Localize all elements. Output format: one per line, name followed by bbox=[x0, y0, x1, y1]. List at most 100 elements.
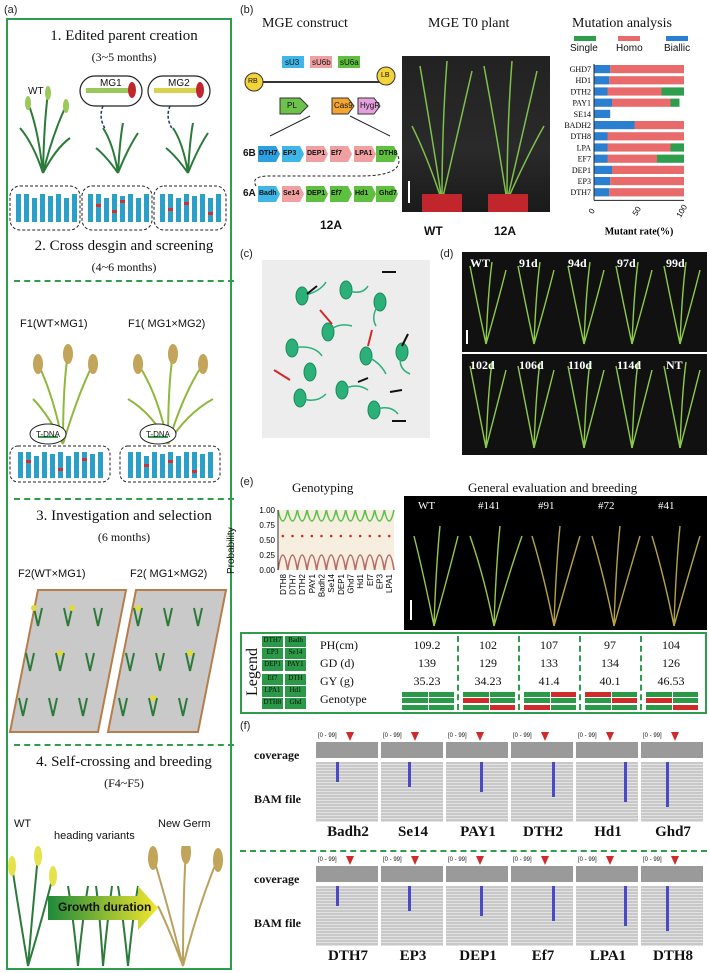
igv-variant bbox=[666, 762, 669, 807]
igv-marker-icon bbox=[606, 856, 614, 865]
seedlings-photo bbox=[262, 260, 430, 438]
igv-coverage bbox=[316, 866, 378, 882]
igv-track: [0 - 99] bbox=[641, 856, 703, 946]
geno-curve-homo bbox=[383, 509, 395, 522]
geno-gene-label: Hd1 bbox=[356, 573, 365, 588]
igv-track: [0 - 99] bbox=[511, 732, 573, 822]
row6b-gene: LPA1 bbox=[355, 150, 373, 157]
geno-gene-label: EP3 bbox=[376, 573, 385, 589]
tdna-label-1: T-DNA bbox=[36, 430, 60, 439]
eval-value-ph: 109.2 bbox=[413, 638, 441, 652]
genotype-cell bbox=[672, 698, 698, 704]
mutation-title: Mutation analysis bbox=[572, 16, 672, 31]
geno-y-tick: 0.25 bbox=[259, 551, 275, 560]
mut-category-label: EP3 bbox=[578, 177, 591, 186]
plant-label: #72 bbox=[598, 500, 615, 512]
breeding-photo bbox=[404, 496, 707, 630]
geno-curve-homo bbox=[335, 509, 347, 522]
igv-coverage bbox=[641, 866, 703, 882]
igv-marker-icon bbox=[606, 732, 614, 741]
step1-title: 1. Edited parent creation bbox=[50, 28, 198, 44]
igv-range: [0 - 99] bbox=[643, 733, 662, 739]
geno-gene-label: LPA1 bbox=[385, 573, 394, 593]
genotype-cell bbox=[463, 692, 489, 697]
genotype-cell bbox=[611, 698, 637, 704]
igv-reads bbox=[446, 762, 508, 822]
geno-gene-label: Se14 bbox=[327, 573, 336, 592]
panel-label-d: (d) bbox=[440, 248, 454, 260]
step4-sub: (F4~F5) bbox=[104, 776, 144, 790]
geno-point bbox=[339, 534, 343, 538]
mut-bar-biallic bbox=[594, 154, 608, 163]
geno-curve-het bbox=[383, 554, 395, 571]
legend-single: Single bbox=[570, 43, 598, 54]
row6b-gene: DTH8 bbox=[379, 150, 398, 157]
mut-category-label: LPA bbox=[577, 143, 592, 152]
geno-curve-homo bbox=[315, 509, 328, 522]
row6a-gene: Hd1 bbox=[355, 190, 369, 197]
mut-bar-single bbox=[661, 87, 684, 96]
geno-point bbox=[281, 534, 285, 538]
igv-coverage bbox=[576, 742, 638, 758]
eval-value-ph: 104 bbox=[662, 638, 680, 652]
igv-marker-icon bbox=[671, 856, 679, 865]
igv-coverage bbox=[576, 866, 638, 882]
eval-value-gy: 46.53 bbox=[657, 674, 685, 688]
genotype-cell bbox=[585, 698, 611, 704]
panel-label-b: (b) bbox=[240, 4, 254, 16]
igv-variant bbox=[624, 762, 627, 802]
genotype-cell bbox=[524, 692, 550, 697]
legend-biallic: Biallic bbox=[664, 43, 691, 54]
mut-bar-homo bbox=[612, 165, 684, 174]
geno-y-tick: 0.75 bbox=[259, 521, 275, 530]
geno-point bbox=[378, 534, 381, 538]
genotype-cell bbox=[550, 704, 576, 710]
eval-value-ph: 97 bbox=[604, 638, 616, 652]
su3-label: sU3 bbox=[285, 58, 300, 67]
genotype-cell bbox=[646, 698, 672, 704]
eval-value-gd: 133 bbox=[540, 656, 558, 670]
igv-variant bbox=[552, 886, 555, 921]
mut-bar-homo bbox=[607, 87, 662, 96]
geno-curve-homo bbox=[277, 509, 289, 522]
igv-range: [0 - 99] bbox=[578, 733, 597, 739]
step1-genotype-boxes bbox=[9, 185, 227, 231]
genotype-cell bbox=[611, 692, 637, 697]
igv-range: [0 - 99] bbox=[383, 733, 402, 739]
f1a-label: F1(WT×MG1) bbox=[20, 318, 88, 330]
row6a-gene: Ef7 bbox=[331, 190, 342, 197]
igv-reads bbox=[316, 762, 378, 822]
igv-gene-label: DTH8 bbox=[652, 948, 693, 964]
geno-curve-het bbox=[364, 554, 376, 571]
genotype-cell bbox=[611, 704, 637, 710]
heading-label: 102d bbox=[470, 358, 495, 372]
geno-curve-het bbox=[344, 554, 357, 571]
step2-title: 2. Cross desgin and screening bbox=[34, 238, 214, 254]
igv-gene-label: EP3 bbox=[399, 948, 427, 964]
geno-point bbox=[349, 534, 352, 538]
igv-coverage bbox=[446, 866, 508, 882]
legend-cell: PAY1 bbox=[285, 660, 306, 671]
eval-column-divider bbox=[518, 636, 520, 710]
eval-row-label: PH(cm) bbox=[320, 638, 358, 652]
igv-gene-label: Ef7 bbox=[531, 948, 555, 964]
mut-bar-biallic bbox=[594, 109, 611, 118]
igv-variant bbox=[480, 886, 483, 916]
genotyping-title: Genotyping bbox=[292, 480, 354, 495]
heading-label: 99d bbox=[666, 256, 685, 270]
geno-point bbox=[291, 534, 294, 538]
row6b-gene: Ef7 bbox=[331, 150, 342, 157]
geno-point bbox=[300, 534, 304, 538]
genotype-swatch bbox=[463, 692, 515, 710]
igv-track: [0 - 99] bbox=[316, 856, 378, 946]
step4-title: 4. Self-crossing and breeding bbox=[36, 754, 212, 770]
genotype-cell bbox=[672, 704, 698, 710]
eval-row-label: Genotype bbox=[320, 692, 367, 706]
mut-bar-biallic bbox=[594, 132, 608, 141]
heading-label: 94d bbox=[568, 256, 587, 270]
igv-track: [0 - 99] bbox=[641, 732, 703, 822]
heading-label: 114d bbox=[617, 358, 642, 372]
step3-fields bbox=[8, 589, 228, 733]
igv-reads bbox=[576, 762, 638, 822]
mut-bar-homo bbox=[612, 98, 671, 107]
